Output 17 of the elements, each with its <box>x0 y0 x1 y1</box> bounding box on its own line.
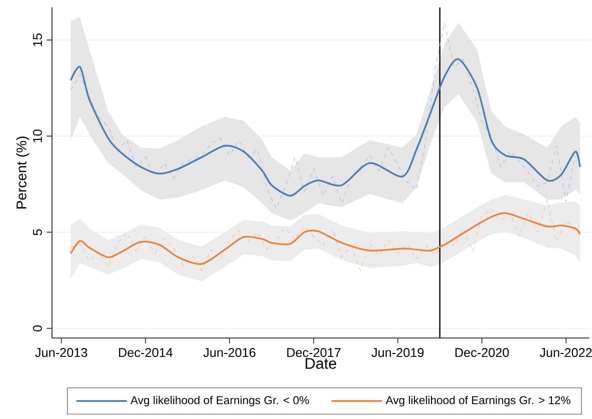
line-series <box>70 58 581 197</box>
line-series <box>70 212 581 266</box>
x-tick-label: Jun-2019 <box>372 348 424 358</box>
legend-label: Avg likelihood of Earnings Gr. > 12% <box>386 396 570 407</box>
y-tick-label: 10 <box>32 130 42 142</box>
y-tick-label: 0 <box>32 326 42 332</box>
legend-label: Avg likelihood of Earnings Gr. < 0% <box>130 396 309 407</box>
x-tick-label: Dec-2017 <box>287 348 340 358</box>
x-tick-label: Dec-2014 <box>119 348 173 358</box>
y-axis-title: Percent (%) <box>16 136 30 209</box>
y-tick-label: 5 <box>33 229 42 236</box>
x-tick-label: Jun-2022 <box>540 348 592 358</box>
x-tick-label: Dec-2020 <box>455 348 509 358</box>
y-tick-label: 15 <box>33 34 42 46</box>
x-tick-label: Jun-2016 <box>203 348 256 358</box>
x-tick-label: Jun-2013 <box>35 348 88 358</box>
x-axis-title: Date <box>306 358 336 370</box>
